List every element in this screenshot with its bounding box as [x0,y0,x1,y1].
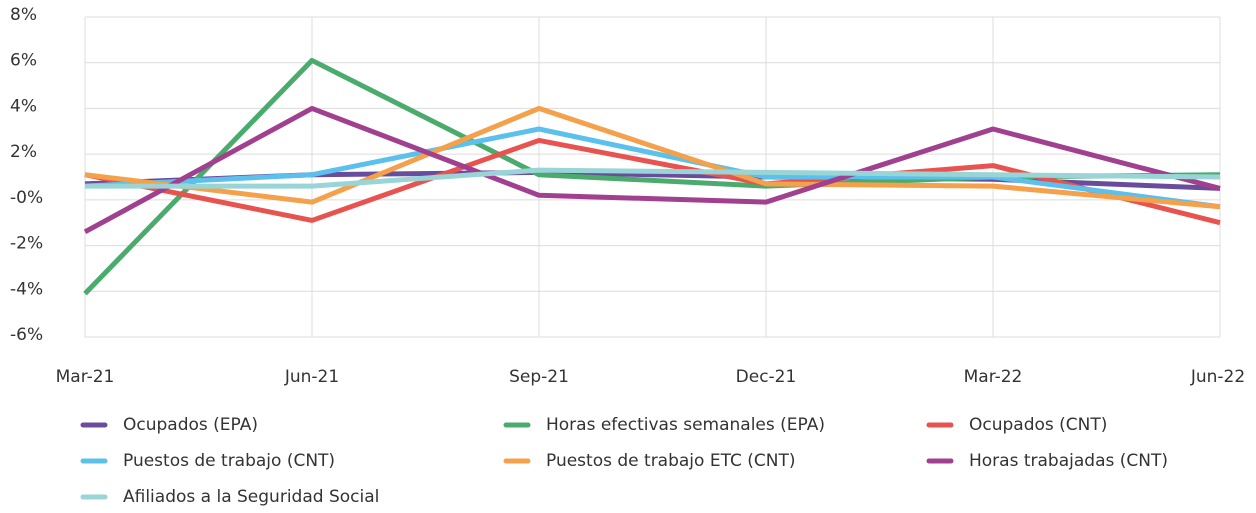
y-tick-label: -0% [10,188,43,208]
x-tick-label: Dec-21 [736,367,797,387]
x-tick-label: Jun-22 [1190,367,1245,387]
legend-label: Ocupados (CNT) [969,415,1107,435]
x-tick-label: Mar-22 [964,367,1023,387]
series-line [85,167,1221,189]
legend-label: Ocupados (EPA) [123,415,258,435]
legend-label: Afiliados a la Seguridad Social [123,487,379,507]
y-tick-label: -4% [10,279,43,299]
series-line [84,105,1221,210]
series-line [84,126,1221,210]
legend-label: Puestos de trabajo (CNT) [123,451,335,471]
legend-label: Horas trabajadas (CNT) [969,451,1168,471]
x-tick-label: Jun-21 [284,367,339,387]
x-tick-label: Mar-21 [56,367,115,387]
y-tick-label: -2% [10,234,43,254]
legend-label: Horas efectivas semanales (EPA) [546,415,825,435]
y-tick-label: 8% [10,5,37,25]
y-tick-label: 2% [10,142,37,162]
y-tick-label: -6% [10,325,43,345]
legend-label: Puestos de trabajo ETC (CNT) [546,451,795,471]
y-tick-label: 4% [10,96,37,116]
series-line [83,105,1221,235]
x-tick-label: Sep-21 [509,367,569,387]
y-tick-label: 6% [10,51,37,71]
